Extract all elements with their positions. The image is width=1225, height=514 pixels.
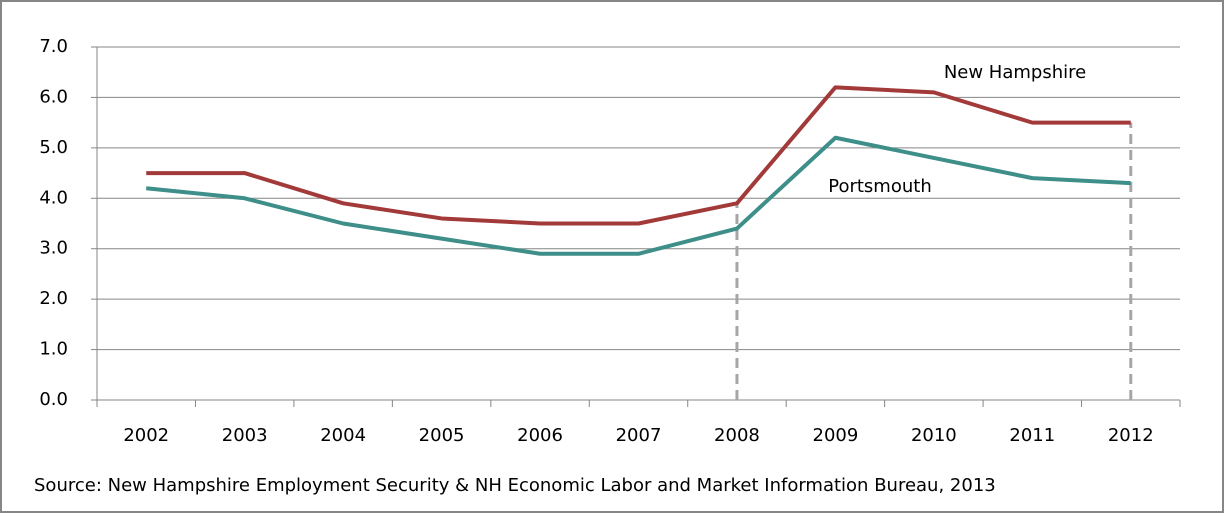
y-tick-label: 3.0 — [39, 238, 68, 259]
y-tick-label: 1.0 — [39, 339, 68, 360]
x-tick-label: 2005 — [419, 425, 465, 446]
y-tick-label: 7.0 — [39, 36, 68, 57]
x-tick-label: 2006 — [517, 425, 563, 446]
series-line — [146, 135, 1131, 256]
y-tick-label: 6.0 — [39, 86, 68, 107]
x-tick-label: 2008 — [714, 425, 760, 446]
x-tick-label: 2003 — [222, 425, 268, 446]
x-tick-label: 2007 — [616, 425, 662, 446]
series-line — [146, 85, 1131, 226]
x-tick-label: 2009 — [813, 425, 859, 446]
x-tick-label: 2010 — [911, 425, 957, 446]
series-label: New Hampshire — [944, 62, 1086, 83]
x-tick-label: 2012 — [1108, 425, 1154, 446]
y-tick-label: 2.0 — [39, 288, 68, 309]
y-tick-label: 0.0 — [39, 389, 68, 410]
x-tick-label: 2004 — [320, 425, 366, 446]
y-tick-label: 4.0 — [39, 187, 68, 208]
source-note: Source: New Hampshire Employment Securit… — [34, 475, 996, 496]
x-tick-label: 2011 — [1009, 425, 1055, 446]
y-tick-label: 5.0 — [39, 137, 68, 158]
x-tick-label: 2002 — [123, 425, 169, 446]
series-label: Portsmouth — [828, 176, 931, 197]
